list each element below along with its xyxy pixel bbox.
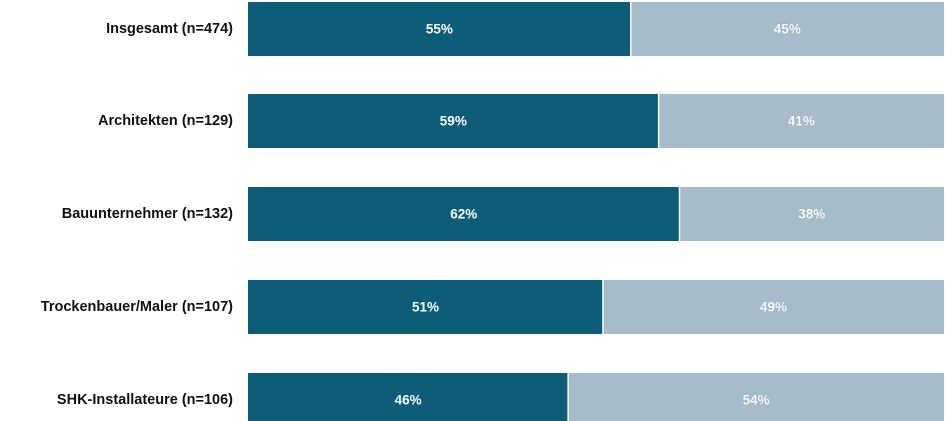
data-label: 55% [426,22,453,37]
bar-segment-primary [248,373,569,421]
bar-segment-secondary [568,373,944,421]
value-labels: 55% 45% 59% 41% 62% 38% 51% 49% 46% 54% [395,21,826,408]
data-label: 62% [450,207,477,222]
data-label: 45% [774,22,801,37]
bar-segment-secondary [658,94,944,148]
data-label: 49% [760,300,787,315]
bars [248,2,944,421]
bar-segment-primary [248,280,603,334]
category-label: Insgesamt (n=474) [106,21,233,37]
data-label: 38% [798,207,825,222]
bar-segment-secondary [679,187,944,241]
data-label: 54% [743,393,770,408]
bar-segment-primary [248,187,680,241]
category-labels: Insgesamt (n=474) Architekten (n=129) Bauu… [41,21,233,408]
bar-segment-primary [248,94,659,148]
category-label: Bauunternehmer (n=132) [62,206,233,222]
category-label: Architekten (n=129) [98,113,233,129]
category-label: Trockenbauer/Maler (n=107) [41,299,233,315]
bar-segment-secondary [602,280,944,334]
data-label: 41% [788,114,815,129]
bar-segment-primary [248,2,631,56]
data-label: 51% [412,300,439,315]
category-label: SHK-Installateure (n=106) [57,392,233,408]
data-label: 59% [440,114,467,129]
data-label: 46% [395,393,422,408]
bar-segment-secondary [630,2,944,56]
